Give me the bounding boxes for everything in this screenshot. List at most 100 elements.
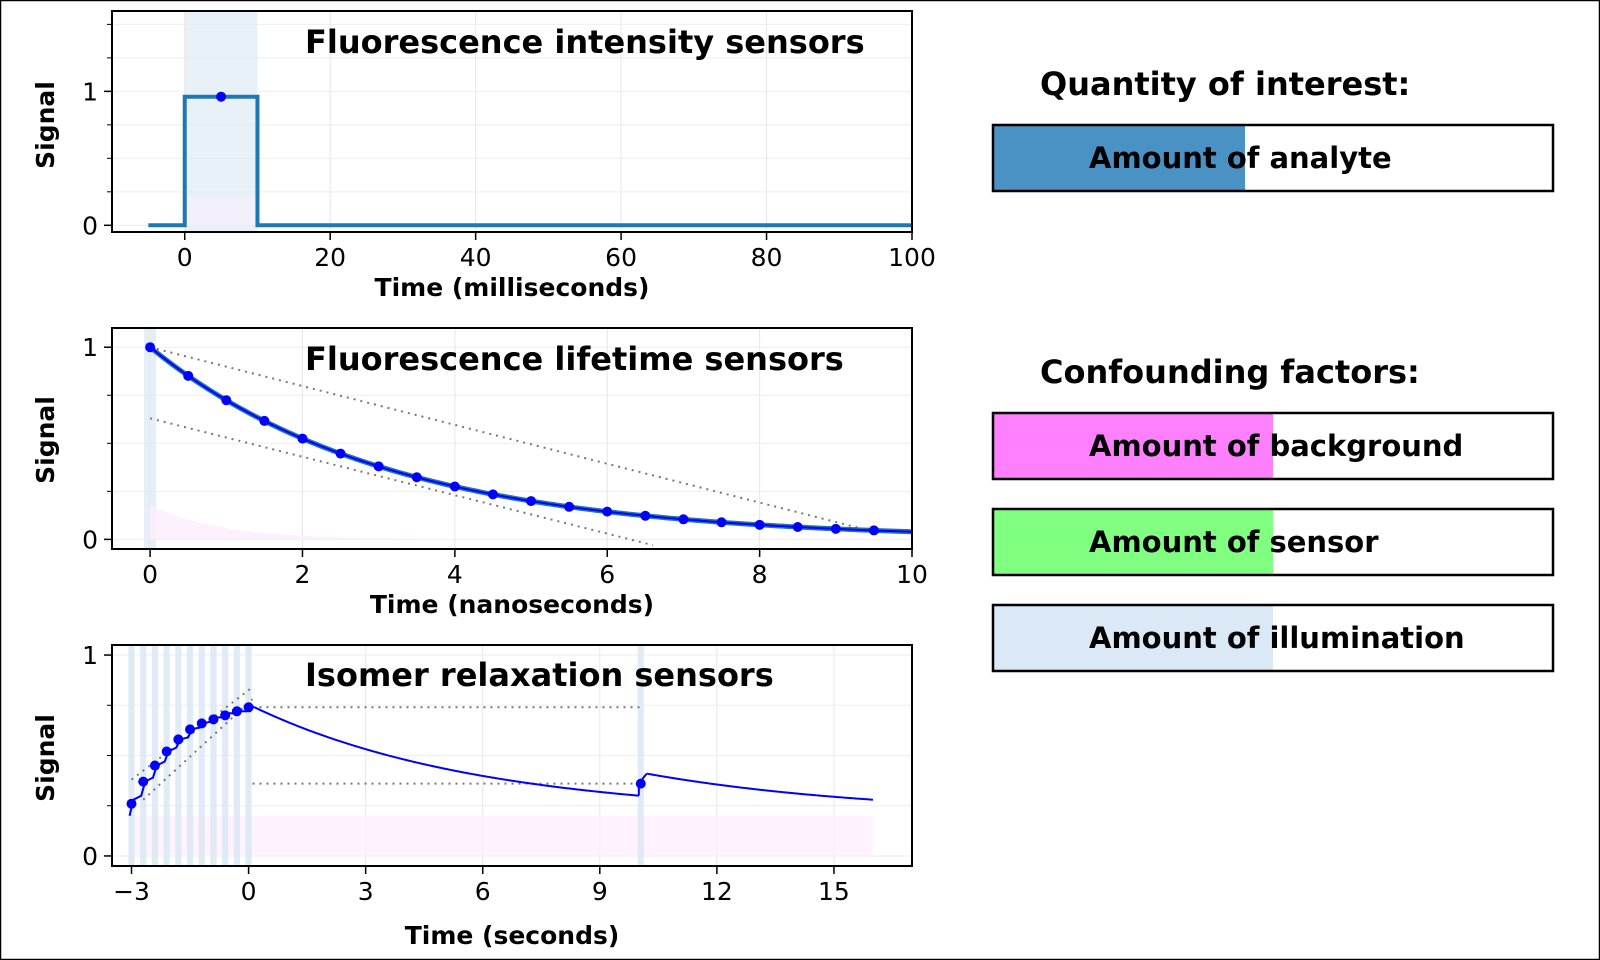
intensity-xtick-label-4: 80 [751, 243, 783, 272]
isomer-xtick-label-2: 3 [358, 877, 374, 906]
isomer-xtick-label-5: 12 [701, 877, 733, 906]
isomer-title: Isomer relaxation sensors [305, 656, 774, 694]
background-decay [150, 504, 913, 540]
lifetime-xtick-label-2: 4 [447, 560, 463, 589]
illumination-pulse-11 [637, 645, 644, 866]
intensity-xtick-label-5: 100 [888, 243, 936, 272]
lifetime-point-16 [754, 519, 765, 530]
lifetime-xtick-label-5: 10 [896, 560, 928, 589]
lifetime-ytick-label-0: 0 [82, 525, 98, 554]
lifetime-point-10 [526, 496, 537, 507]
factor-bar-label-illumination: Amount of illumination [1089, 621, 1465, 655]
lifetime-panel: 0 2 4 6 8 10 0 1 Fluorescence lifetime sensors T… [31, 327, 928, 619]
lifetime-plot-area: 0 2 4 6 8 10 0 1 [82, 327, 928, 589]
lifetime-title: Fluorescence lifetime sensors [305, 340, 844, 378]
illumination-pulse-2 [151, 645, 159, 866]
lifetime-ylabel: Signal [31, 396, 60, 484]
lifetime-axes-frame [111, 327, 913, 550]
factor-bar-illumination: Amount of illumination [991, 603, 1555, 673]
illumination-pulse-10 [245, 645, 252, 866]
intensity-data [148, 11, 912, 232]
isomer-point-9 [231, 706, 242, 717]
factor-bar-border-illumination [991, 603, 1555, 673]
isomer-ylabel: Signal [31, 714, 60, 802]
intensity-xtick-label-1: 20 [314, 243, 346, 272]
lifetime-point-15 [716, 517, 727, 528]
isomer-point-4 [173, 734, 184, 745]
isomer-xtick-label-6: 15 [818, 877, 850, 906]
isomer-panel: −3 0 3 6 9 12 15 0 1 Isomer relaxation sensors Ti… [31, 641, 913, 950]
intensity-title: Fluorescence intensity sensors [305, 23, 865, 61]
intensity-ylabel: Signal [31, 81, 60, 169]
factor-bar-fill-background [993, 413, 1273, 479]
factor-bar-border-sensor [991, 507, 1555, 577]
intensity-plot-area: 0 20 40 60 80 100 0 1 [82, 10, 936, 272]
isomer-curve-segment-1 [254, 706, 639, 797]
isomer-point-2 [149, 760, 160, 771]
intensity-point-0 [216, 91, 227, 102]
intensity-ytick-label-0: 0 [82, 211, 98, 240]
lifetime-point-18 [830, 523, 841, 534]
illumination-pulse-0 [128, 645, 135, 866]
lifetime-point-19 [868, 525, 879, 536]
intensity-xtick-label-3: 60 [605, 243, 637, 272]
quantity-heading: Quantity of interest: [1040, 65, 1410, 103]
isomer-point-7 [208, 714, 219, 725]
isomer-data [126, 645, 874, 866]
illumination-pulse-1 [140, 645, 147, 866]
intensity-xtick-label-2: 40 [460, 243, 492, 272]
lifetime-point-5 [335, 448, 346, 459]
illumination-pulse-6 [198, 645, 205, 866]
isomer-ytick-label-0: 0 [82, 842, 98, 871]
factor-bar-analyte: Amount of analyte [991, 123, 1555, 193]
lifetime-point-17 [792, 522, 803, 533]
lifetime-point-1 [183, 370, 194, 381]
isomer-xtick-label-3: 6 [475, 877, 491, 906]
lifetime-dotted-line-1 [149, 417, 654, 547]
lifetime-xtick-label-4: 8 [752, 560, 768, 589]
lifetime-point-2 [221, 395, 232, 406]
factor-bar-label-background: Amount of background [1089, 429, 1463, 463]
factor-bar-sensor: Amount of sensor [991, 507, 1555, 577]
isomer-point-6 [196, 718, 207, 729]
illumination-pulse-7 [210, 645, 217, 866]
isomer-point-11 [635, 778, 646, 789]
background-band [129, 815, 873, 856]
illumination-band [144, 328, 157, 549]
right-panel: Quantity of interest: Confounding factor… [991, 65, 1555, 673]
lifetime-point-6 [373, 461, 384, 472]
lifetime-point-4 [297, 433, 308, 444]
factor-bar-fill-analyte [993, 125, 1245, 191]
lifetime-data [144, 328, 913, 549]
lifetime-xtick-label-3: 6 [599, 560, 615, 589]
background-band [184, 198, 258, 226]
isomer-curve-segment-3 [646, 772, 874, 801]
intensity-axes-frame [111, 10, 913, 233]
isomer-point-3 [161, 746, 172, 757]
lifetime-point-8 [449, 481, 460, 492]
illumination-band [184, 11, 258, 232]
isomer-dotted-line-0 [130, 686, 254, 781]
illumination-pulse-4 [175, 645, 182, 866]
lifetime-point-9 [487, 489, 498, 500]
lifetime-point-3 [259, 415, 270, 426]
factor-bar-fill-illumination [993, 605, 1273, 671]
lifetime-point-7 [411, 472, 422, 483]
intensity-xlabel: Time (milliseconds) [375, 273, 650, 302]
isomer-point-10 [243, 702, 254, 713]
factor-bar-label-sensor: Amount of sensor [1089, 525, 1379, 559]
factor-bar-background: Amount of background [991, 411, 1555, 481]
isomer-point-8 [220, 710, 231, 721]
factor-bar-border-analyte [991, 123, 1555, 193]
isomer-xlabel: Time (seconds) [405, 921, 620, 950]
lifetime-point-13 [640, 510, 651, 521]
lifetime-point-14 [678, 514, 689, 525]
isomer-point-5 [185, 724, 196, 735]
isomer-point-0 [126, 798, 137, 809]
lifetime-ytick-label-1: 1 [82, 333, 98, 362]
factor-bar-label-analyte: Amount of analyte [1089, 141, 1392, 175]
lifetime-xtick-label-1: 2 [295, 560, 311, 589]
factor-bar-fill-sensor [993, 509, 1273, 575]
illumination-pulse-9 [233, 645, 240, 866]
